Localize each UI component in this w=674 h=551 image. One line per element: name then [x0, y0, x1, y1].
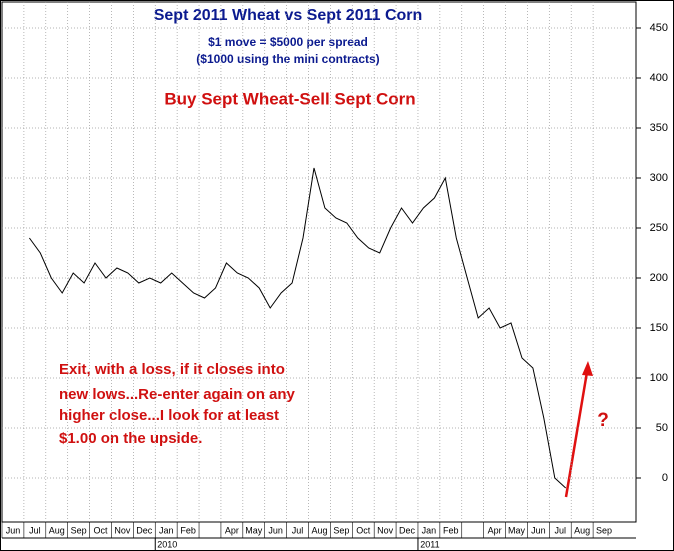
y-tick-label: 250 [650, 222, 668, 234]
x-tick-label: Sep [333, 525, 349, 535]
x-tick-label: Dec [399, 525, 416, 535]
chart-title: Sept 2011 Wheat vs Sept 2011 Corn [154, 7, 423, 24]
y-tick-label: 200 [650, 272, 668, 284]
y-tick-label: 400 [650, 72, 668, 84]
x-tick-label: Sep [596, 525, 612, 535]
x-tick-label: Nov [114, 525, 131, 535]
y-tick-label: 300 [650, 172, 668, 184]
price-line [28, 167, 567, 489]
y-tick-label: 0 [662, 472, 668, 484]
x-tick-label: Jul [555, 525, 567, 535]
x-tick-label: Aug [49, 525, 65, 535]
y-tick-label: 450 [650, 22, 668, 34]
y-tick-label: 100 [650, 372, 668, 384]
x-tick-label: Sep [71, 525, 87, 535]
x-tick-label: Nov [377, 525, 394, 535]
y-tick-label: 150 [650, 322, 668, 334]
x-tick-label: Jun [6, 525, 21, 535]
annotation: new lows...Re-enter again on any [59, 386, 296, 403]
y-tick-label: 350 [650, 122, 668, 134]
annotation: Exit, with a loss, if it closes into [59, 361, 285, 378]
x-tick-label: Feb [180, 525, 196, 535]
x-tick-label: Aug [574, 525, 590, 535]
subtitle: ($1000 using the mini contracts) [196, 52, 379, 66]
x-tick-label: Jan [422, 525, 437, 535]
plot-area [1, 1, 637, 523]
x-tick-label: Jan [159, 525, 174, 535]
subtitle: $1 move = $5000 per spread [208, 35, 368, 49]
x-tick-label: Oct [94, 525, 109, 535]
x-tick-label: May [245, 525, 263, 535]
x-tick-label: Jun [531, 525, 546, 535]
x-tick-label: Apr [225, 525, 239, 535]
annotation: $1.00 on the upside. [59, 430, 202, 447]
y-tick-label: 50 [656, 422, 668, 434]
year-label: 2011 [420, 539, 439, 549]
x-tick-label: Dec [136, 525, 153, 535]
x-tick-label: Aug [311, 525, 327, 535]
year-label: 2010 [157, 539, 177, 549]
x-tick-label: Jul [29, 525, 41, 535]
x-tick-label: Jun [268, 525, 283, 535]
x-tick-label: Feb [443, 525, 459, 535]
target-mark: ? [597, 410, 609, 431]
x-tick-label: Oct [356, 525, 371, 535]
annotation: higher close...I look for at least [59, 407, 279, 424]
headline: Buy Sept Wheat-Sell Sept Corn [164, 89, 415, 108]
x-tick-label: May [508, 525, 526, 535]
x-tick-label: Jul [292, 525, 304, 535]
x-tick-label: Apr [488, 525, 502, 535]
arrow [564, 361, 593, 498]
